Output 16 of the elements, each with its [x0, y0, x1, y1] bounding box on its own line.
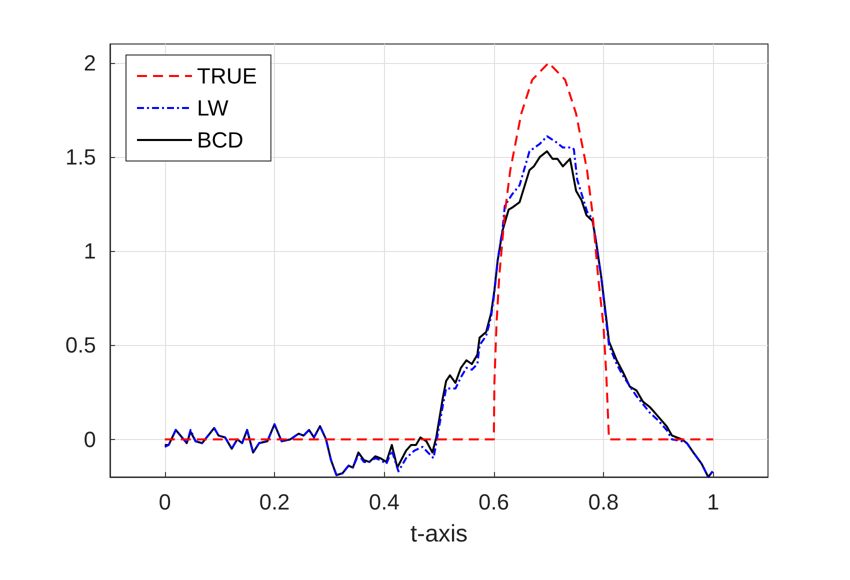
x-tick-label: 0.6 — [478, 490, 510, 514]
y-tick-label: 0.5 — [65, 332, 96, 358]
x-tick-label: 0.2 — [259, 490, 290, 514]
x-tick-label: 0.4 — [368, 490, 400, 514]
y-tick-label: 1 — [84, 238, 96, 264]
legend-label: LW — [197, 96, 229, 120]
y-tick-label: 0 — [84, 426, 96, 452]
y-tick-label: 2 — [84, 50, 96, 76]
y-tick-label: 1.5 — [65, 144, 96, 170]
x-tick-label: 1 — [707, 490, 720, 514]
x-axis-title: t-axis — [410, 520, 468, 548]
legend-label: BCD — [197, 128, 244, 152]
x-tick-label: 0 — [158, 490, 171, 514]
line-series — [164, 62, 714, 440]
x-tick-label: 0.8 — [588, 490, 619, 514]
legend-label: TRUE — [197, 64, 257, 88]
